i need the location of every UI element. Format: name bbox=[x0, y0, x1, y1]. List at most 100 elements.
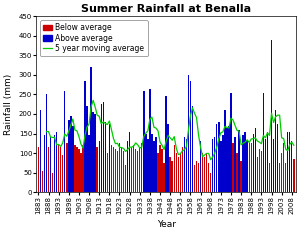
Bar bbox=[169, 157, 171, 192]
Bar bbox=[180, 153, 181, 192]
Bar bbox=[48, 147, 49, 192]
Bar bbox=[188, 75, 189, 192]
Bar bbox=[173, 145, 175, 192]
Bar bbox=[176, 153, 177, 192]
Bar bbox=[113, 147, 114, 192]
Bar bbox=[267, 132, 268, 192]
Bar bbox=[92, 112, 94, 192]
Bar bbox=[80, 153, 82, 192]
Bar bbox=[275, 110, 276, 192]
Bar bbox=[86, 106, 88, 192]
Bar bbox=[153, 141, 155, 192]
Bar bbox=[155, 137, 157, 192]
Bar bbox=[253, 134, 254, 192]
Bar bbox=[206, 153, 207, 192]
Bar bbox=[44, 135, 45, 192]
Bar bbox=[216, 124, 218, 192]
Bar bbox=[172, 161, 173, 192]
Bar bbox=[287, 132, 288, 192]
Bar bbox=[202, 153, 203, 192]
Bar bbox=[64, 91, 65, 192]
Bar bbox=[232, 143, 234, 192]
Bar bbox=[54, 135, 55, 192]
Bar bbox=[240, 161, 242, 192]
Bar bbox=[265, 139, 266, 192]
Bar bbox=[68, 120, 70, 192]
Bar bbox=[273, 139, 274, 192]
Bar bbox=[42, 171, 43, 192]
Bar bbox=[147, 139, 148, 192]
Bar bbox=[72, 126, 74, 192]
Bar bbox=[157, 153, 159, 192]
Bar bbox=[285, 163, 286, 192]
Bar bbox=[210, 173, 212, 192]
Bar bbox=[137, 151, 138, 192]
Bar bbox=[84, 81, 86, 192]
Bar bbox=[261, 151, 262, 192]
Bar bbox=[119, 143, 120, 192]
Bar bbox=[121, 147, 122, 192]
Title: Summer Rainfall at Benalla: Summer Rainfall at Benalla bbox=[81, 4, 251, 14]
Bar bbox=[263, 93, 264, 192]
Bar bbox=[70, 116, 72, 192]
Bar bbox=[247, 141, 248, 192]
Bar bbox=[62, 155, 63, 192]
Bar bbox=[238, 130, 240, 192]
Bar bbox=[88, 135, 90, 192]
Bar bbox=[103, 102, 104, 192]
Bar bbox=[259, 149, 260, 192]
Bar bbox=[167, 124, 169, 192]
Bar bbox=[255, 128, 256, 192]
Bar bbox=[277, 124, 278, 192]
Bar bbox=[242, 135, 244, 192]
Bar bbox=[230, 93, 232, 192]
Bar bbox=[208, 163, 209, 192]
Bar bbox=[125, 165, 126, 192]
Bar bbox=[159, 145, 161, 192]
Bar bbox=[76, 147, 78, 192]
Bar bbox=[78, 149, 80, 192]
Bar bbox=[139, 147, 140, 192]
Bar bbox=[82, 145, 84, 192]
Bar bbox=[165, 96, 167, 192]
Bar bbox=[143, 91, 145, 192]
X-axis label: Year: Year bbox=[157, 220, 175, 229]
Bar bbox=[194, 165, 195, 192]
Bar bbox=[248, 143, 250, 192]
Bar bbox=[98, 141, 100, 192]
Bar bbox=[105, 122, 106, 192]
Bar bbox=[271, 40, 272, 192]
Bar bbox=[214, 137, 215, 192]
Bar bbox=[60, 147, 61, 192]
Bar bbox=[66, 143, 68, 192]
Bar bbox=[182, 147, 183, 192]
Bar bbox=[218, 122, 220, 192]
Bar bbox=[178, 157, 179, 192]
Bar bbox=[283, 143, 284, 192]
Bar bbox=[74, 145, 76, 192]
Legend: Below average, Above average, 5 year moving average: Below average, Above average, 5 year mov… bbox=[40, 20, 148, 56]
Bar bbox=[109, 124, 110, 192]
Bar bbox=[40, 110, 41, 192]
Bar bbox=[115, 149, 116, 192]
Bar bbox=[204, 157, 205, 192]
Bar bbox=[56, 132, 57, 192]
Bar bbox=[196, 161, 197, 192]
Bar bbox=[256, 157, 258, 192]
Bar bbox=[127, 141, 128, 192]
Bar bbox=[281, 153, 282, 192]
Bar bbox=[226, 128, 228, 192]
Bar bbox=[184, 137, 185, 192]
Bar bbox=[244, 132, 246, 192]
Bar bbox=[293, 159, 295, 192]
Bar bbox=[135, 149, 136, 192]
Bar bbox=[198, 163, 199, 192]
Bar bbox=[111, 145, 112, 192]
Bar bbox=[106, 153, 108, 192]
Bar bbox=[151, 134, 153, 192]
Bar bbox=[291, 141, 292, 192]
Bar bbox=[222, 135, 224, 192]
Bar bbox=[58, 145, 59, 192]
Bar bbox=[269, 163, 270, 192]
Bar bbox=[133, 145, 134, 192]
